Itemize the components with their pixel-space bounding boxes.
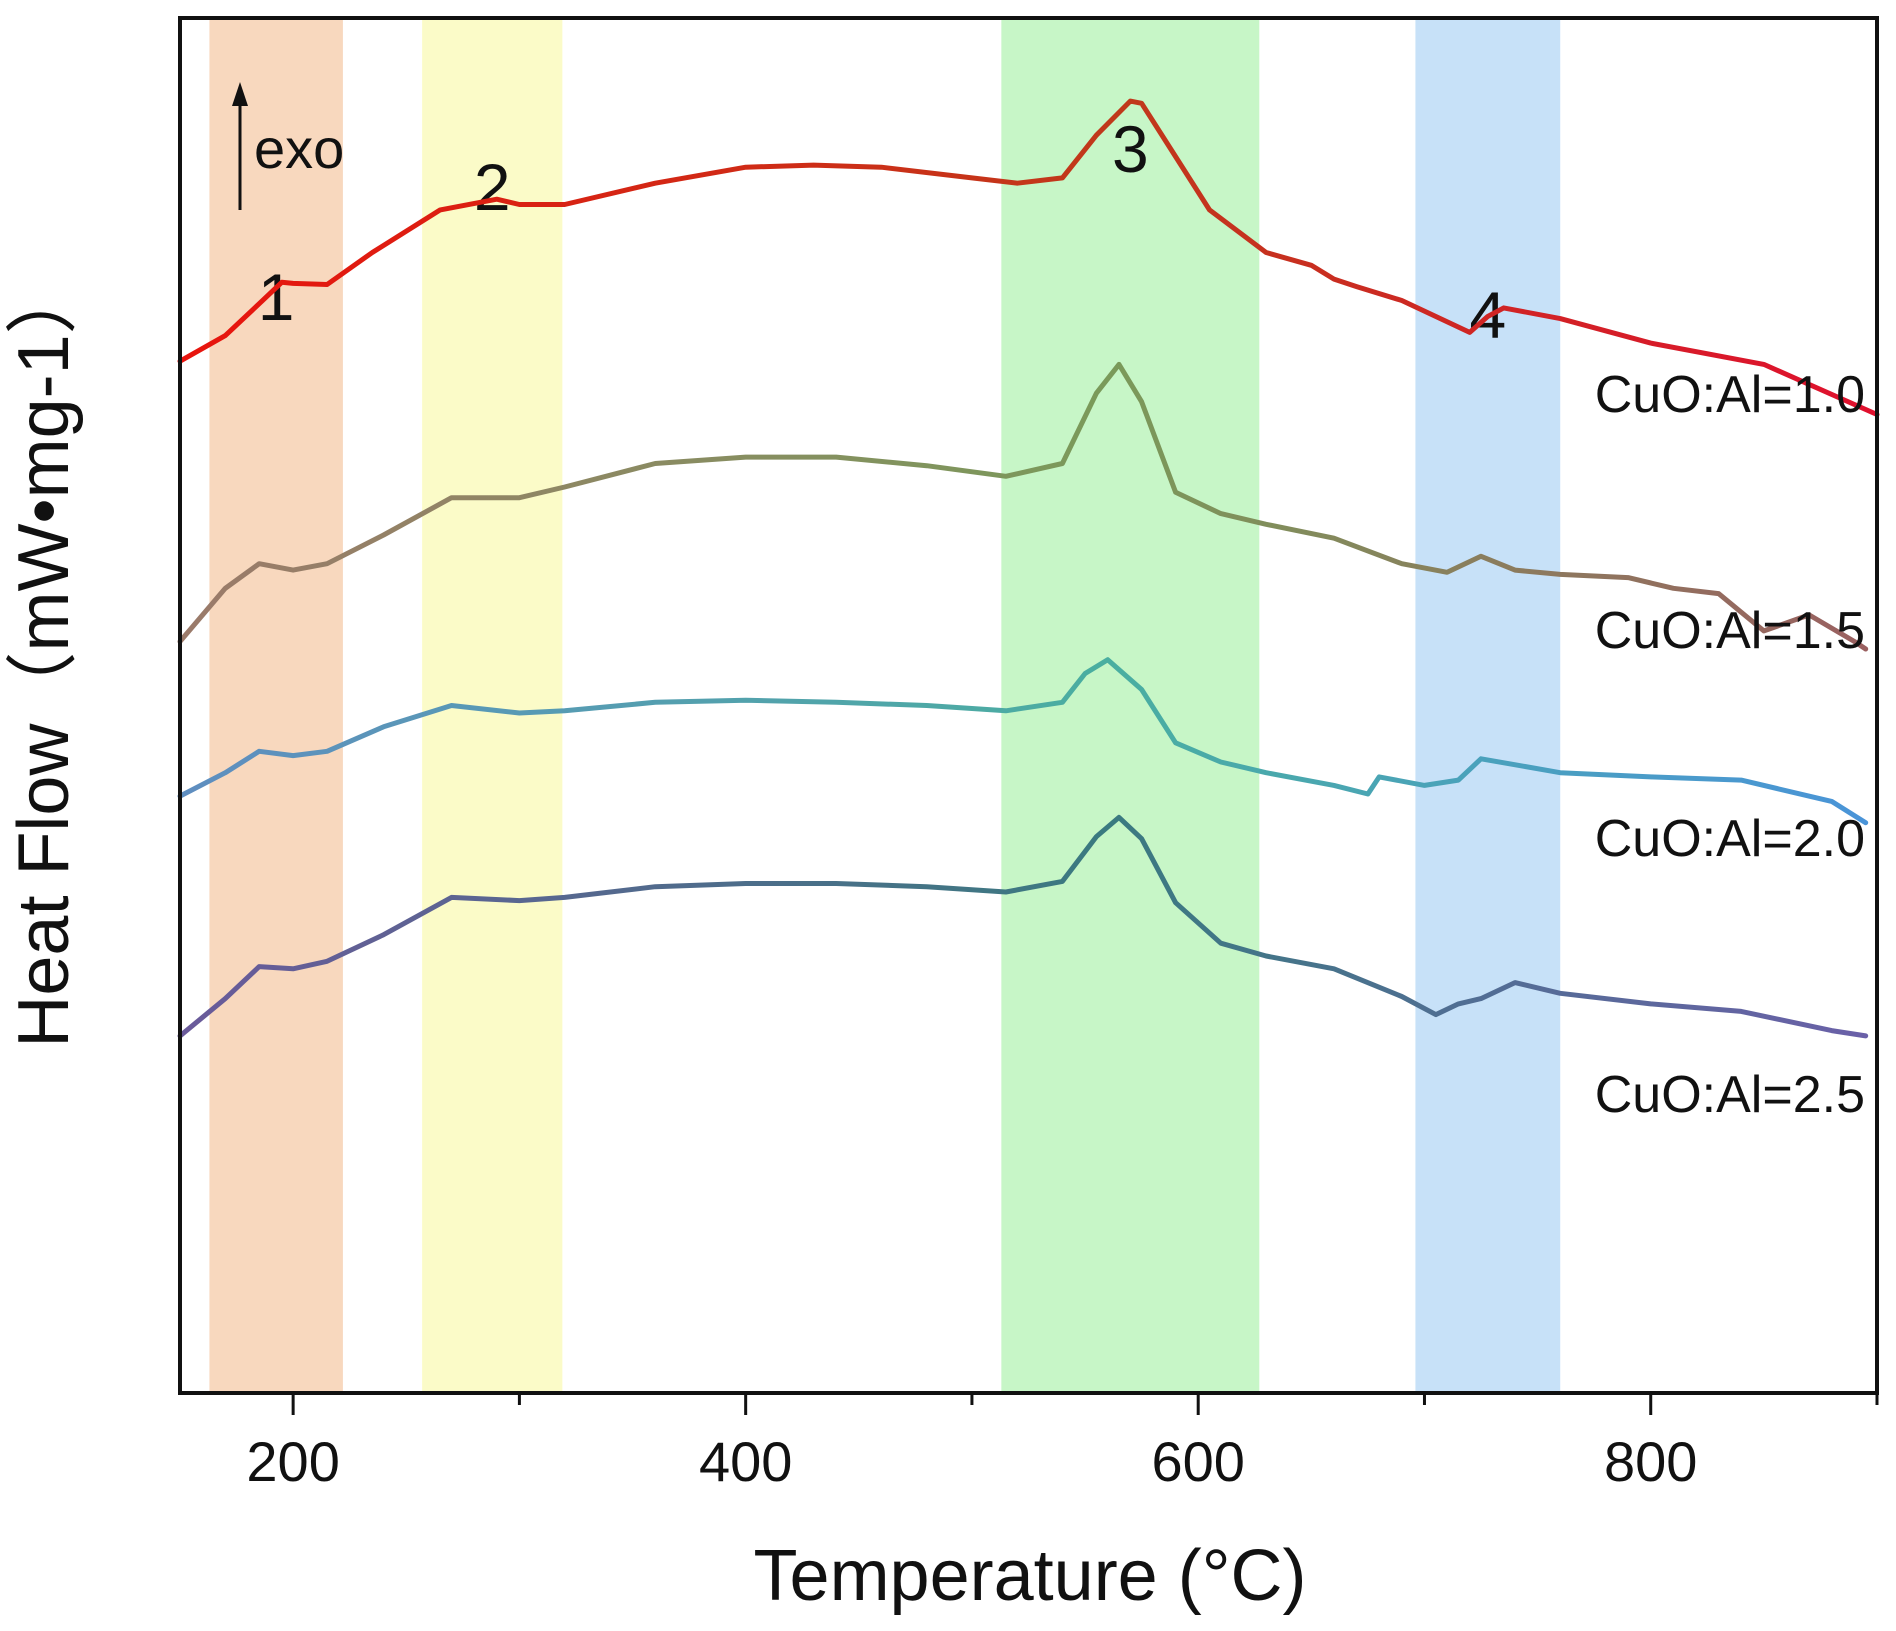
- series-line-1: [177, 98, 1880, 417]
- series-line-2: [177, 361, 1869, 652]
- series-line-3: [177, 657, 1869, 826]
- series-label-4: CuO:Al=2.5: [1595, 1066, 1865, 1124]
- band-2-label: 2: [474, 150, 511, 224]
- exo-annotation: exo: [232, 82, 344, 210]
- x-tick-label-600: 600: [1151, 1430, 1244, 1493]
- x-tick-label-800: 800: [1604, 1430, 1697, 1493]
- x-axis-title: Temperature (°C): [754, 1536, 1307, 1616]
- band-3-label: 3: [1112, 112, 1149, 186]
- series-curves: [177, 98, 1880, 1039]
- x-tick-label-200: 200: [246, 1430, 339, 1493]
- band-1-region: [209, 18, 343, 1393]
- band-4-region: [1415, 18, 1561, 1393]
- y-axis-title: Heat Flow（mW•mg-1）: [4, 262, 84, 1047]
- exo-label: exo: [254, 117, 344, 180]
- exo-arrowhead-icon: [232, 82, 248, 106]
- series-label-2: CuO:Al=1.5: [1595, 602, 1865, 660]
- series-label-3: CuO:Al=2.0: [1595, 810, 1865, 868]
- series-labels: CuO:Al=1.0 CuO:Al=1.5 CuO:Al=2.0 CuO:Al=2.5: [1595, 366, 1865, 1124]
- series-label-1: CuO:Al=1.0: [1595, 366, 1865, 424]
- series-line-4: [177, 814, 1869, 1039]
- axes: 200 400 600 800: [178, 16, 1879, 1493]
- plot-frame: [178, 16, 1879, 1395]
- x-tick-label-400: 400: [699, 1430, 792, 1493]
